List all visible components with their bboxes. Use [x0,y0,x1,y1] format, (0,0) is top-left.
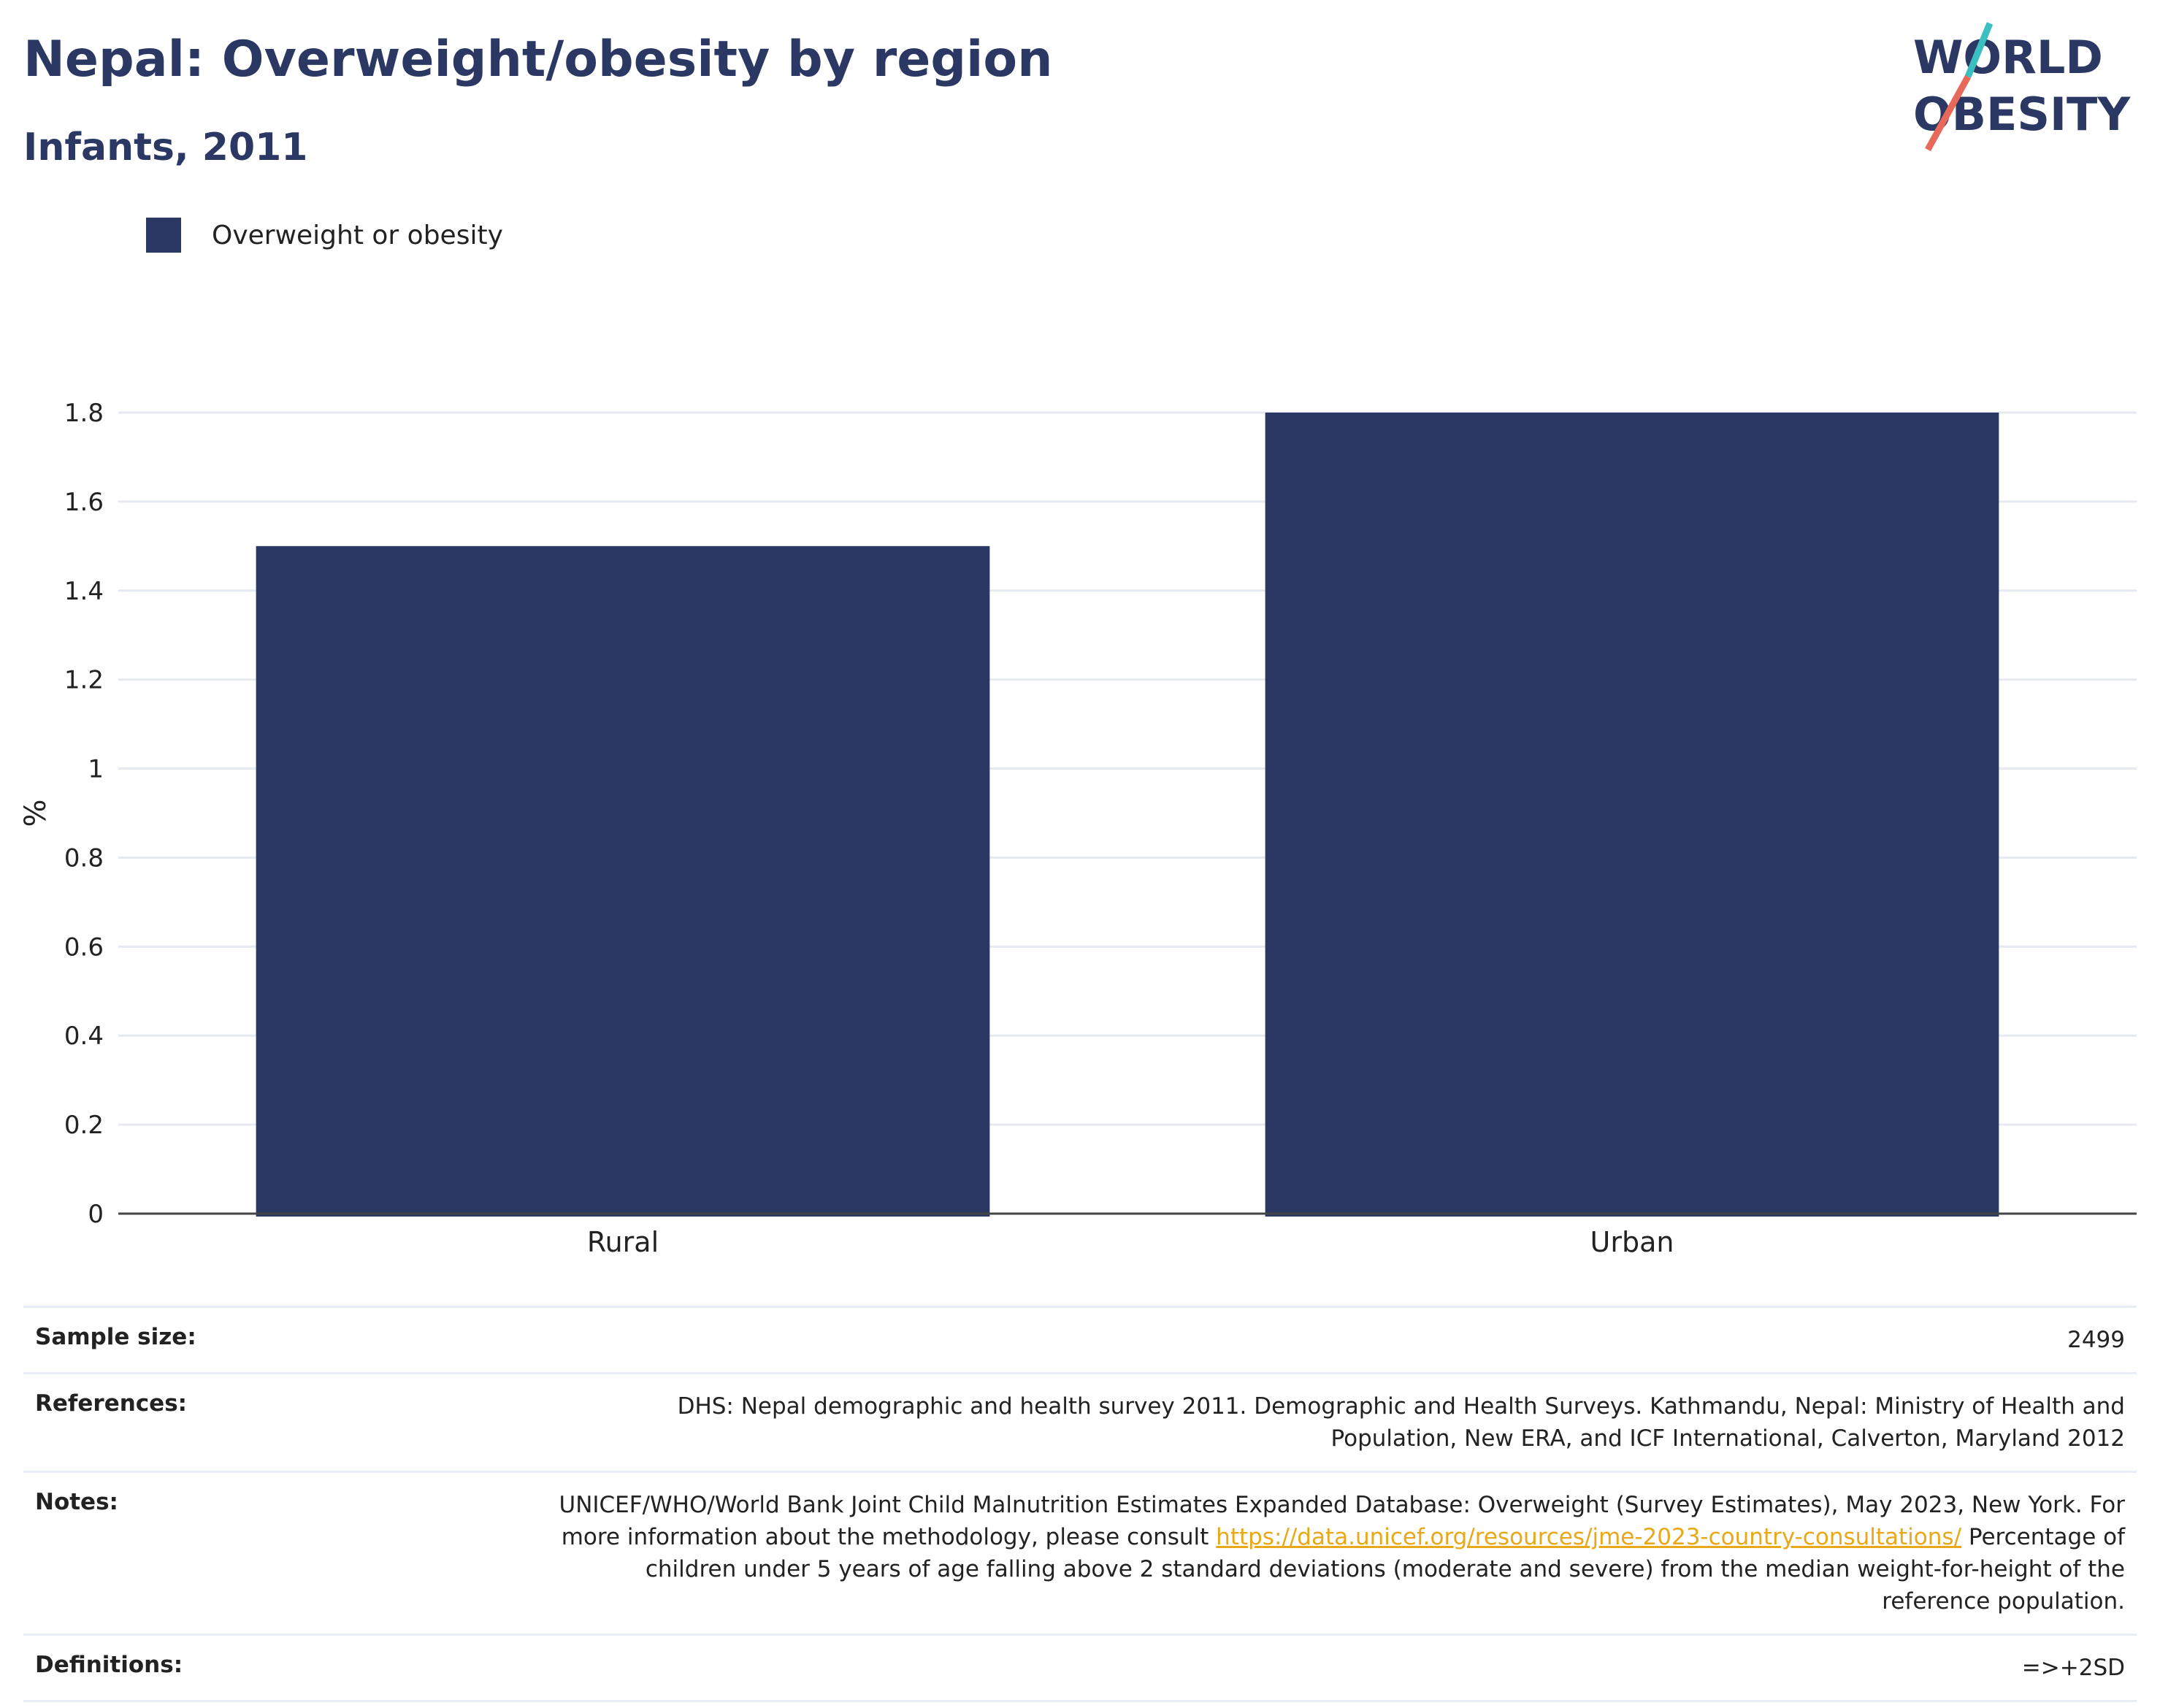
x-category-label: Urban [1590,1226,1674,1258]
definitions-row: Definitions: =>+2SD [23,1634,2137,1702]
references-row: References: DHS: Nepal demographic and h… [23,1372,2137,1471]
bar-chart: 0 0.2 0.4 0.6 0.8 1 1.2 1.4 1.6 1.8 Rural Urban% [19,399,2137,1258]
sample-size-row: Sample size: 2499 [23,1306,2137,1372]
y-tick-label: 0.6 [64,932,104,962]
references-label: References: [35,1390,188,1417]
y-tick-label: 1 [88,755,104,784]
sample-size-value: 2499 [2067,1327,2125,1353]
definitions-value: =>+2SD [2021,1655,2125,1681]
bar [256,545,990,1217]
world-obesity-logo: WORLD OBESITY [1913,22,2131,152]
chart-legend: Overweight or obesity [146,218,503,253]
notes-link[interactable]: https://data.unicef.org/resources/jme-20… [1216,1524,1962,1550]
y-tick-label: 1.8 [64,399,104,428]
y-tick-label: 0.8 [64,843,104,873]
logo-slash-red [1925,74,1971,152]
y-axis-title: % [19,799,53,827]
definitions-label: Definitions: [35,1652,183,1678]
legend-label: Overweight or obesity [212,220,503,250]
notes-row: Notes: UNICEF/WHO/World Bank Joint Child… [23,1471,2137,1634]
y-tick-label: 1.4 [64,577,104,606]
sample-size-label: Sample size: [35,1324,196,1350]
y-tick-label: 0.2 [64,1111,104,1140]
notes-text-1: UNICEF/WHO/World Bank Joint Child Malnut… [559,1492,2126,1550]
y-tick-label: 0 [88,1200,104,1229]
notes-text-2: Percentage of children under 5 years of … [645,1524,2125,1615]
references-value: DHS: Nepal demographic and health survey… [677,1393,2125,1452]
x-category-label: Rural [587,1226,659,1258]
chart-subtitle: Infants, 2011 [23,126,308,169]
y-tick-label: 0.4 [64,1022,104,1051]
y-tick-label: 1.2 [64,666,104,695]
notes-label: Notes: [35,1489,118,1515]
chart-title: Nepal: Overweight/obesity by region [23,31,1053,88]
logo-slash-teal [1964,22,1994,78]
info-table: Sample size: 2499 References: DHS: Nepal… [23,1306,2137,1702]
legend-swatch [146,218,181,253]
logo-line1: WORLD [1913,31,2103,84]
y-tick-label: 1.6 [64,488,104,517]
bar [1265,413,1999,1217]
notes-value: UNICEF/WHO/World Bank Joint Child Malnut… [548,1489,2126,1617]
